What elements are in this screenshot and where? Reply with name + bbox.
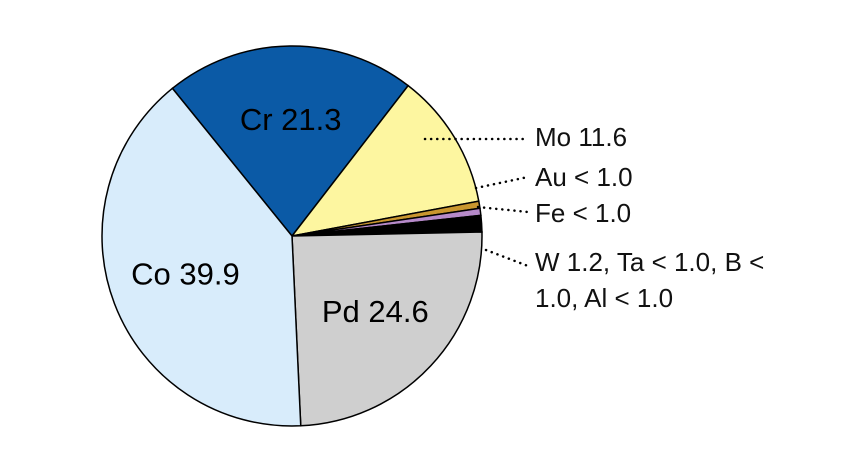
leader-line xyxy=(484,248,530,268)
pie-slice xyxy=(171,45,410,238)
value-label: 11.6 xyxy=(578,122,628,152)
slice-label: Cr 21.3 xyxy=(240,102,342,137)
value-label: < 1.0 xyxy=(572,198,632,228)
value-label: 39.9 xyxy=(179,257,239,292)
value-label: < 1.0 xyxy=(574,162,633,192)
category-label: Cr xyxy=(240,102,281,137)
category-label: Fe xyxy=(535,198,566,228)
category-label: Mo xyxy=(535,122,572,152)
slice-label: Co 39.9 xyxy=(131,257,240,292)
category-label: Pd xyxy=(322,294,369,329)
pie-slice xyxy=(291,231,483,427)
slice-label: Fe < 1.0 xyxy=(535,195,795,231)
category-label: Co xyxy=(131,257,179,292)
slice-label: W 1.2, Ta < 1.0, B < 1.0, Al < 1.0 xyxy=(535,244,795,316)
category-label: W 1.2, Ta < 1.0, B < 1.0, Al < 1.0 xyxy=(535,247,765,313)
value-label: 24.6 xyxy=(368,294,428,329)
leader-line xyxy=(476,205,530,214)
slice-label: Mo 11.6 xyxy=(535,119,795,155)
category-label: Au xyxy=(535,162,567,192)
leader-line xyxy=(474,175,530,190)
pie-slice xyxy=(290,84,480,238)
slice-label: Au < 1.0 xyxy=(535,159,795,195)
pie-slice xyxy=(101,87,302,427)
slice-label: Pd 24.6 xyxy=(322,294,429,329)
value-label: 21.3 xyxy=(281,102,341,137)
